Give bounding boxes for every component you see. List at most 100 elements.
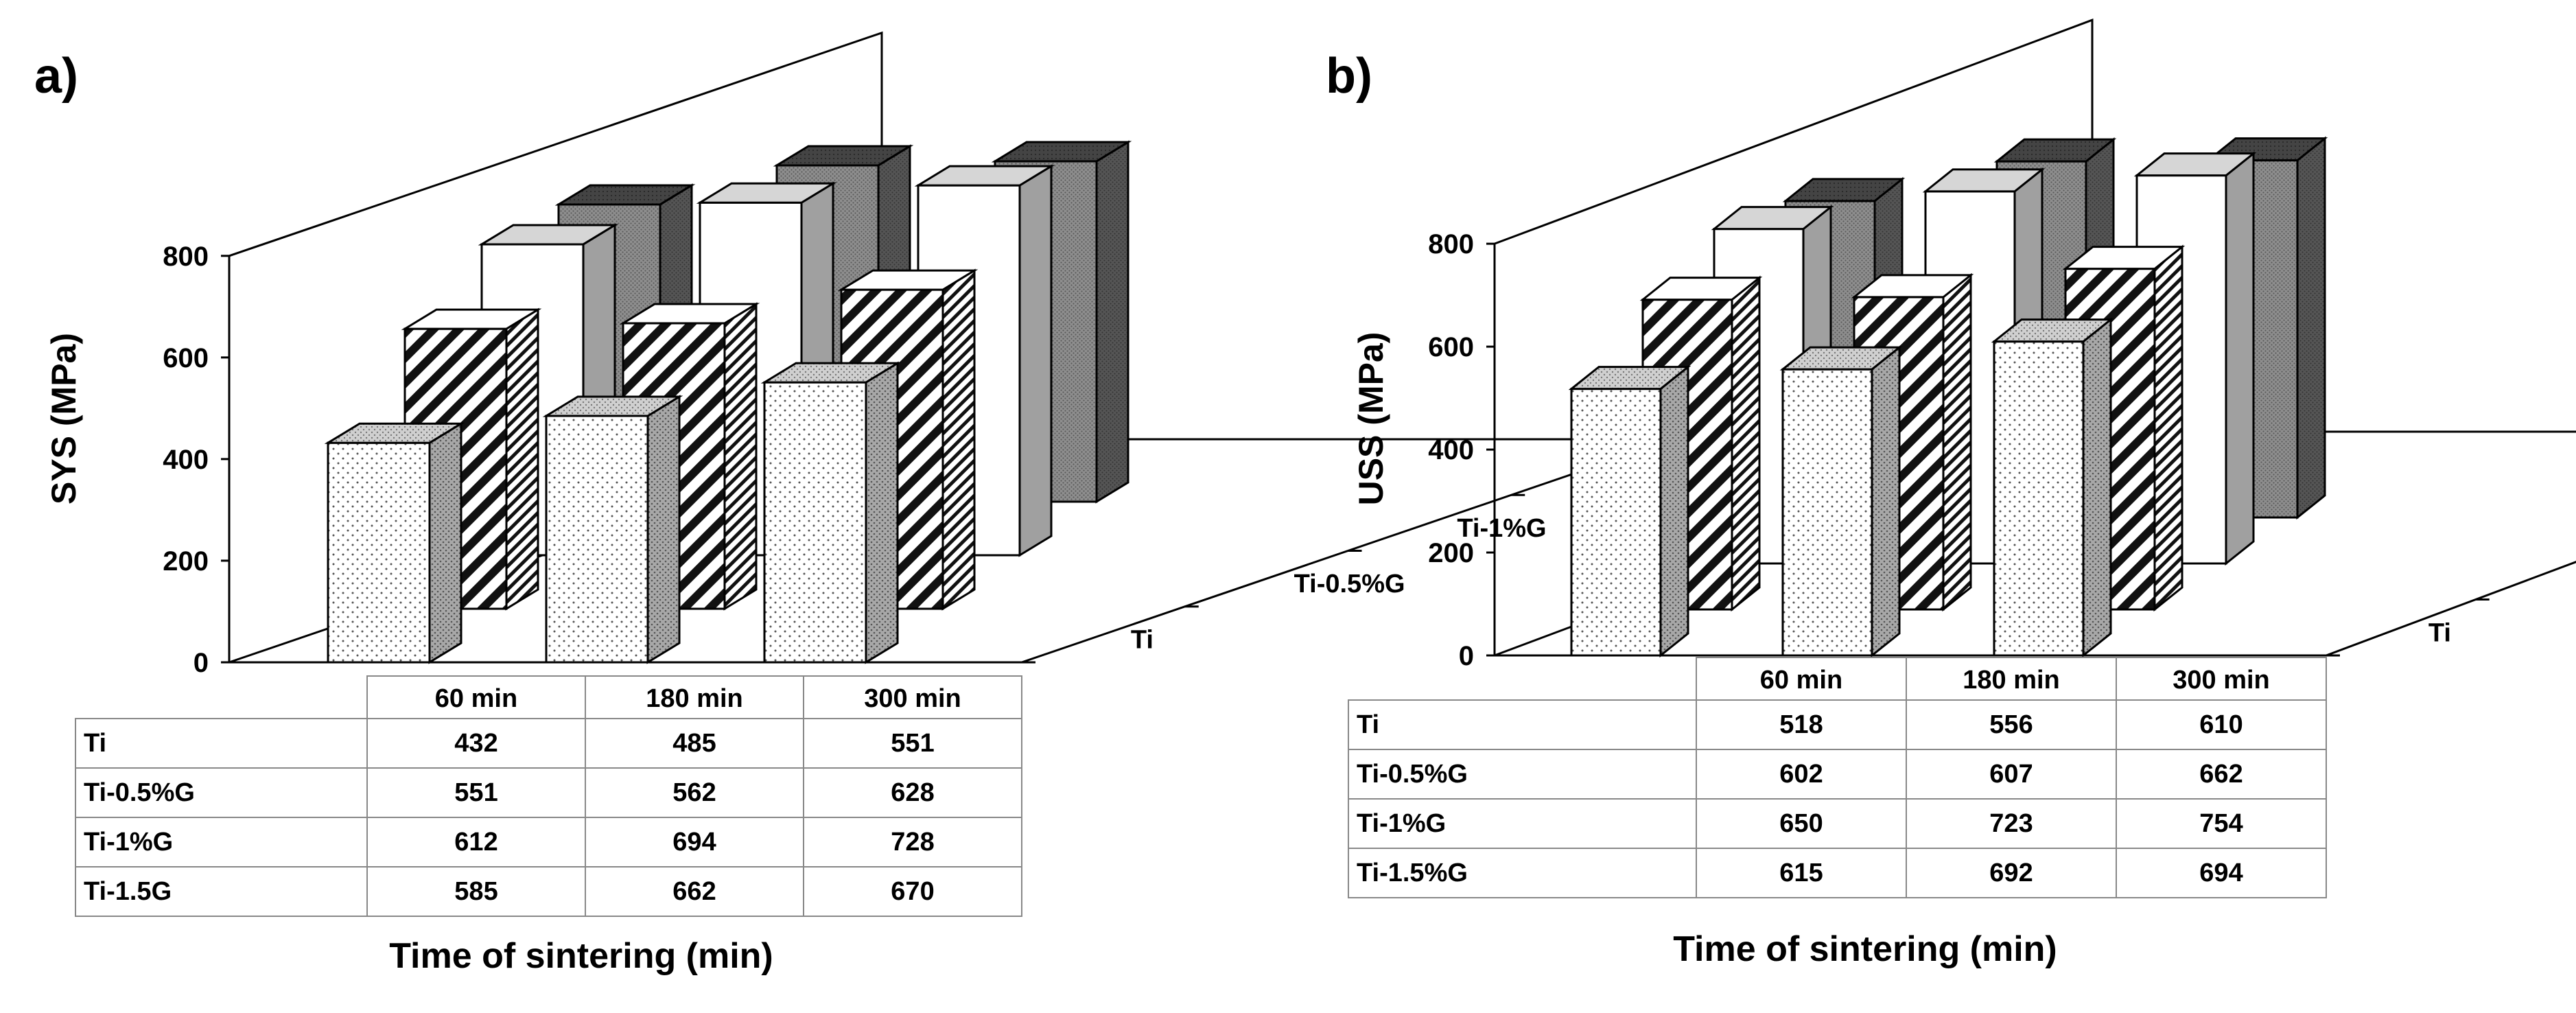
bar-side [941, 268, 976, 611]
bar-side [2082, 317, 2112, 658]
x-axis-title: Time of sintering (min) [1673, 929, 2057, 969]
data-table: 60 min 180 min 300 min Ti 518 556 610 Ti-0.5%G 6… [1348, 657, 2327, 898]
y-tick-label: 400 [163, 445, 209, 475]
bar-side [865, 361, 899, 664]
table-cell: 650 [1779, 809, 1823, 838]
bar-side [646, 395, 681, 664]
bar-side [723, 302, 758, 611]
table-col-header: 180 min [1963, 666, 2060, 695]
table-cell: 662 [2199, 760, 2243, 789]
table-cell: 754 [2199, 809, 2243, 838]
bar-side [1942, 272, 1972, 612]
bar-top [2133, 152, 2257, 177]
bar-side [2153, 244, 2183, 612]
table-cell: 518 [1779, 710, 1823, 739]
bar-top [837, 269, 979, 291]
table-cell: 728 [891, 828, 934, 857]
table-cell: 628 [891, 778, 934, 807]
table-cell: 485 [672, 729, 716, 758]
table-row-label: Ti-1.5%G [1357, 859, 1468, 887]
table-cell: 723 [1989, 809, 2033, 838]
bar-top [696, 182, 837, 204]
bar-top [773, 145, 914, 167]
bar-front [763, 381, 867, 664]
y-tick-label: 200 [1428, 538, 1474, 568]
table-cell: 610 [2199, 710, 2243, 739]
table-cell: 556 [1989, 710, 2033, 739]
bar-side [1018, 164, 1053, 557]
y-tick-label: 800 [163, 242, 209, 272]
table-cell: 694 [672, 828, 716, 857]
bar-side [1871, 345, 1901, 658]
y-tick-label: 600 [1428, 332, 1474, 362]
bar [1991, 317, 2114, 658]
panel-label: b) [1326, 49, 1372, 104]
bar-top [619, 303, 760, 325]
series-depth-label: Ti [2428, 618, 2451, 647]
bar-top [478, 224, 619, 246]
x-axis-title: Time of sintering (min) [389, 936, 773, 976]
bar-side [428, 421, 462, 664]
bar-top [1922, 168, 2046, 193]
y-axis-label: SYS (MPa) [45, 333, 83, 504]
table-row-label: Ti [1357, 710, 1379, 739]
bar-side [1731, 275, 1761, 612]
bar-side [2296, 136, 2326, 520]
y-tick-label: 600 [163, 343, 209, 373]
bar-top [1779, 346, 1903, 371]
y-tick-label: 0 [194, 648, 209, 678]
table-cell: 562 [672, 778, 716, 807]
table-row-label: Ti-1%G [1357, 809, 1446, 838]
table-col-header: 300 min [864, 684, 961, 713]
bar-top [1568, 366, 1691, 391]
bar-side [1095, 140, 1129, 504]
bar-side [2225, 151, 2255, 566]
panel-b: 0 200 400 600 800 USS (MPa) b) Ti Ti-0.5%G Ti-1%G… [1326, 18, 2576, 969]
table-col-header: 60 min [435, 684, 517, 713]
bar [760, 361, 902, 664]
bar-top [1639, 277, 1763, 301]
data-table: 60 min 180 min 300 min Ti 432 485 551 Ti-0.5%G 5… [75, 675, 1022, 917]
table-col-header: 180 min [646, 684, 743, 713]
bar-front [1570, 388, 1662, 657]
table-row-label: Ti-0.5%G [1357, 760, 1468, 789]
table-cell: 585 [454, 877, 497, 906]
y-tick-label: 0 [1459, 641, 1474, 671]
table-cell: 551 [454, 778, 497, 807]
bar-front [1993, 340, 2085, 657]
bar-front [1781, 368, 1873, 657]
bar-top [542, 395, 683, 417]
bar [542, 395, 683, 664]
table-cell: 670 [891, 877, 934, 906]
y-tick-label: 200 [163, 546, 209, 577]
table-col-header: 300 min [2173, 666, 2270, 695]
table-row-label: Ti [84, 729, 106, 758]
panel-label: a) [34, 49, 78, 104]
bar-top [1782, 178, 1906, 202]
table-cell: 662 [672, 877, 716, 906]
table-row-label: Ti-1%G [84, 828, 173, 857]
bar-top [760, 362, 902, 384]
panel-a: 0 200 400 600 800 SYS (MPa) a) Ti Ti-0.5%G Ti-1%G… [34, 31, 1708, 976]
y-tick-label: 800 [1428, 229, 1474, 259]
bar-top [1851, 274, 1974, 299]
table-cell: 694 [2199, 859, 2243, 887]
series-depth-label: Ti-1%G [1457, 514, 1546, 543]
series-depth-label: Ti-0.5%G [1294, 570, 1405, 598]
table-row-label: Ti-0.5%G [84, 778, 195, 807]
table-cell: 692 [1989, 859, 2033, 887]
bar [1779, 345, 1903, 658]
table-cell: 602 [1779, 760, 1823, 789]
bar-front [545, 415, 649, 664]
bar [1568, 364, 1691, 658]
y-axis-label: USS (MPa) [1352, 332, 1390, 506]
bar-side [1659, 364, 1689, 658]
bar-top [2062, 246, 2186, 270]
table-cell: 432 [454, 729, 497, 758]
bar-top [914, 165, 1055, 187]
bar-top [1993, 138, 2117, 163]
bar-side [505, 307, 539, 611]
bar-top [401, 308, 542, 330]
table-cell: 607 [1989, 760, 2033, 789]
